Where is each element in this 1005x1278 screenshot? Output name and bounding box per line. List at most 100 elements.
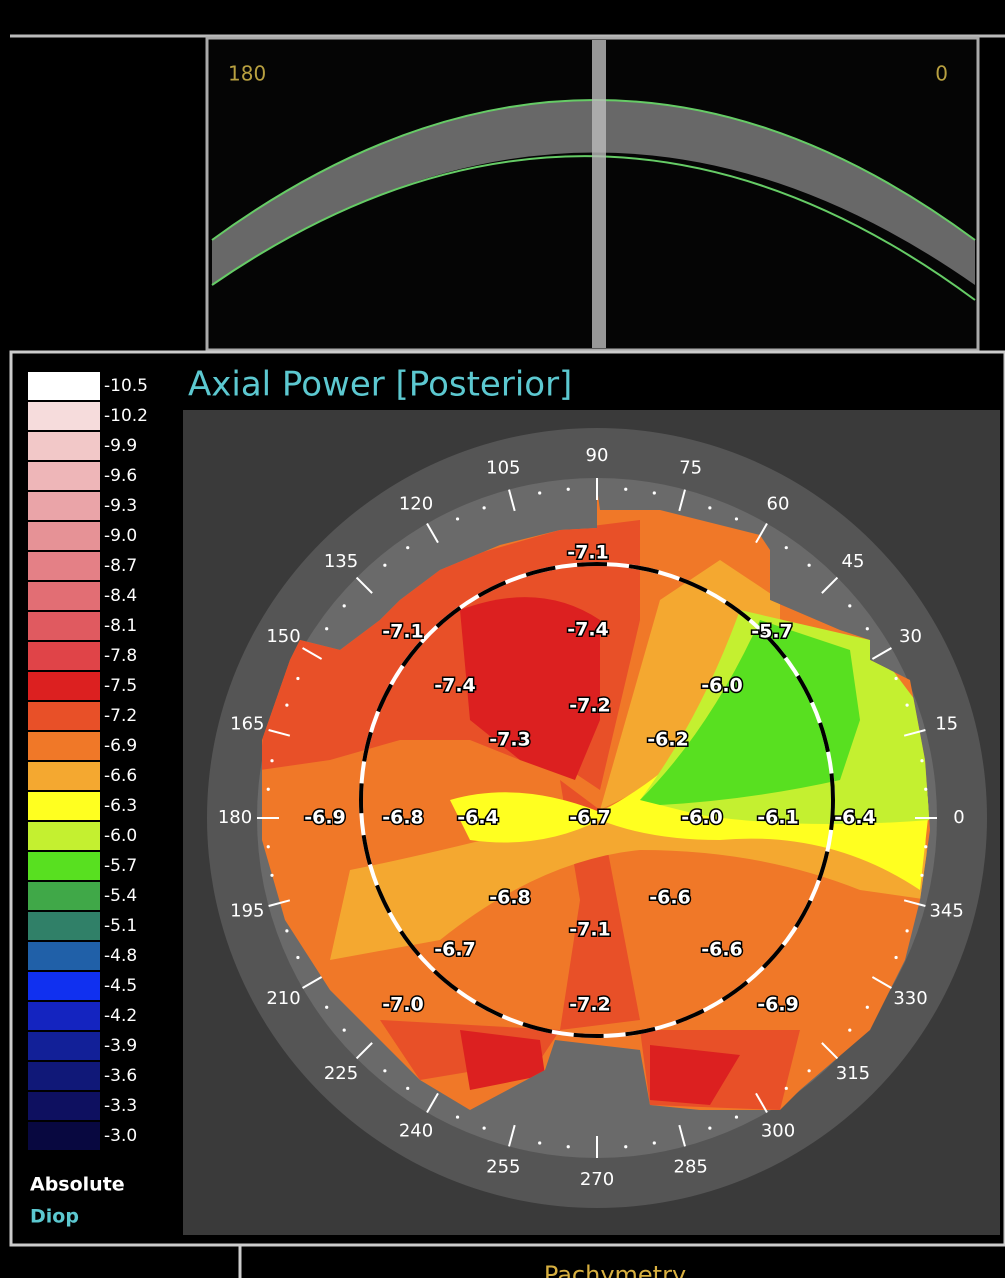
angle-label: 345 bbox=[929, 901, 963, 922]
scale-swatch bbox=[28, 972, 100, 1000]
angle-dot bbox=[567, 1145, 570, 1148]
map-value: -7.1 bbox=[567, 542, 609, 564]
map-value: -6.9 bbox=[304, 807, 346, 829]
angle-dot bbox=[894, 677, 897, 680]
map-value: -6.6 bbox=[701, 939, 743, 961]
scale-label: -4.8 bbox=[104, 946, 137, 966]
angle-dot bbox=[406, 546, 409, 549]
scale-swatch bbox=[28, 402, 100, 430]
angle-label: 45 bbox=[842, 551, 865, 572]
scale-label: -8.7 bbox=[104, 556, 137, 576]
scale-swatch bbox=[28, 882, 100, 910]
angle-dot bbox=[406, 1087, 409, 1090]
scale-swatch bbox=[28, 912, 100, 940]
angle-label: 30 bbox=[899, 626, 922, 647]
angle-dot bbox=[325, 1006, 328, 1009]
scale-swatch bbox=[28, 1002, 100, 1030]
scale-label: -9.3 bbox=[104, 496, 137, 516]
angle-dot bbox=[343, 604, 346, 607]
scale-label: -7.8 bbox=[104, 646, 137, 666]
map-title: Axial Power [Posterior] bbox=[188, 365, 572, 405]
angle-dot bbox=[285, 929, 288, 932]
map-value: -7.1 bbox=[382, 621, 424, 643]
scale-label: -6.0 bbox=[104, 826, 137, 846]
map-value: -6.0 bbox=[701, 675, 743, 697]
angle-dot bbox=[624, 488, 627, 491]
angle-label: 300 bbox=[761, 1121, 795, 1142]
scale-mode: Absolute bbox=[30, 1174, 125, 1196]
map-value: -6.7 bbox=[569, 807, 611, 829]
angle-dot bbox=[924, 788, 927, 791]
angle-dot bbox=[808, 1069, 811, 1072]
map-value: -6.0 bbox=[681, 807, 723, 829]
angle-dot bbox=[267, 845, 270, 848]
angle-label: 90 bbox=[586, 445, 609, 466]
scale-unit: Diop bbox=[30, 1206, 79, 1228]
scale-swatch bbox=[28, 702, 100, 730]
scale-label: -9.0 bbox=[104, 526, 137, 546]
oct-center-line bbox=[592, 40, 606, 348]
scale-swatch bbox=[28, 942, 100, 970]
map-value: -7.4 bbox=[567, 619, 609, 641]
scale-label: -3.9 bbox=[104, 1036, 137, 1056]
scale-swatch bbox=[28, 762, 100, 790]
angle-dot bbox=[383, 1069, 386, 1072]
angle-dot bbox=[866, 1006, 869, 1009]
scale-swatch bbox=[28, 492, 100, 520]
scale-label: -6.9 bbox=[104, 736, 137, 756]
angle-label: 285 bbox=[674, 1157, 708, 1178]
oct-panel: 180 0 bbox=[207, 38, 978, 350]
scale-label: -9.6 bbox=[104, 466, 137, 486]
angle-label: 150 bbox=[266, 626, 300, 647]
scale-swatch bbox=[28, 1122, 100, 1150]
angle-dot bbox=[343, 1029, 346, 1032]
map-value: -6.9 bbox=[757, 994, 799, 1016]
scale-swatch bbox=[28, 432, 100, 460]
angle-dot bbox=[785, 1087, 788, 1090]
scale-label: -3.6 bbox=[104, 1066, 137, 1086]
scale-swatch bbox=[28, 822, 100, 850]
map-value: -6.8 bbox=[489, 887, 531, 909]
angle-dot bbox=[866, 627, 869, 630]
angle-label: 60 bbox=[767, 493, 790, 514]
angle-dot bbox=[920, 874, 923, 877]
angle-dot bbox=[894, 956, 897, 959]
angle-dot bbox=[735, 517, 738, 520]
angle-dot bbox=[735, 1115, 738, 1118]
angle-dot bbox=[538, 1141, 541, 1144]
map-value: -6.1 bbox=[757, 807, 799, 829]
angle-dot bbox=[708, 1126, 711, 1129]
scale-swatch bbox=[28, 1032, 100, 1060]
angle-dot bbox=[905, 929, 908, 932]
map-value: -6.4 bbox=[457, 807, 499, 829]
scale-label: -8.1 bbox=[104, 616, 137, 636]
scale-label: -4.2 bbox=[104, 1006, 137, 1026]
angle-label: 180 bbox=[218, 807, 252, 828]
angle-label: 75 bbox=[679, 457, 702, 478]
scale-label: -9.9 bbox=[104, 436, 137, 456]
scale-swatch bbox=[28, 552, 100, 580]
map-value: -7.2 bbox=[569, 994, 611, 1016]
scale-label: -10.5 bbox=[104, 376, 148, 396]
angle-label: 165 bbox=[230, 713, 264, 734]
map-value: -7.0 bbox=[382, 994, 424, 1016]
angle-dot bbox=[383, 564, 386, 567]
scale-swatch bbox=[28, 672, 100, 700]
map-value: -6.2 bbox=[647, 729, 689, 751]
scale-label: -6.3 bbox=[104, 796, 137, 816]
map-value: -6.7 bbox=[434, 939, 476, 961]
angle-dot bbox=[808, 564, 811, 567]
angle-dot bbox=[296, 677, 299, 680]
angle-dot bbox=[920, 759, 923, 762]
angle-dot bbox=[270, 874, 273, 877]
scale-label: -3.3 bbox=[104, 1096, 137, 1116]
scale-label: -4.5 bbox=[104, 976, 137, 996]
scale-swatch bbox=[28, 792, 100, 820]
angle-label: 195 bbox=[230, 901, 264, 922]
angle-dot bbox=[456, 1115, 459, 1118]
angle-dot bbox=[785, 546, 788, 549]
angle-label: 120 bbox=[399, 493, 433, 514]
angle-dot bbox=[267, 788, 270, 791]
angle-dot bbox=[848, 604, 851, 607]
map-value: -7.1 bbox=[569, 919, 611, 941]
